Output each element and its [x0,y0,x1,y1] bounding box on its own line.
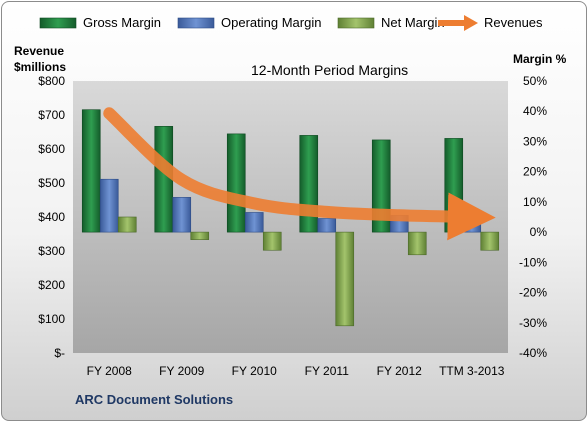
gross-margin-bar [299,135,319,233]
left-tick-label: $200 [38,278,65,292]
revenue-series [103,107,496,241]
legend-arrow-head [464,15,478,31]
right-tick-label: -40% [519,346,547,360]
operating-margin-bar [99,178,119,233]
x-tick-label: FY 2008 [87,364,132,378]
net-margin-bar [480,231,500,251]
right-tick-label: 30% [523,134,547,148]
gross-margin-bar [81,109,101,233]
right-tick-label: 50% [523,74,547,88]
revenue-line [103,107,496,241]
legend-swatch [39,17,77,29]
right-tick-label: 40% [523,104,547,118]
legend-net-margin: Net Margin [337,15,445,30]
left-tick-label: $400 [38,210,65,224]
operating-margin-bar [317,218,337,233]
left-tick-label: $600 [38,142,65,156]
left-axis-ticks: $- $100 $200 $300 $400 $500 $600 $700 $800 [38,74,65,360]
net-margin-bar [407,231,427,256]
x-tick-label: FY 2010 [232,364,277,378]
left-axis-title-line1: Revenue [14,44,64,58]
legend-gross-margin: Gross Margin [39,15,161,30]
net-margin-bar [190,231,210,240]
chart-title: 12-Month Period Margins [251,62,408,78]
operating-margin-bar [172,197,192,233]
legend-label: Gross Margin [83,15,161,30]
left-tick-label: $100 [38,312,65,326]
net-margin-bar [117,216,137,233]
bars [81,109,500,327]
legend-label: Operating Margin [221,15,321,30]
right-tick-label: -20% [519,286,547,300]
legend-swatch [337,17,375,29]
operating-margin-bar [244,212,264,233]
net-margin-bar [335,231,355,327]
gross-margin-bar [226,133,246,233]
left-tick-label: $700 [38,108,65,122]
legend-label: Net Margin [381,15,445,30]
net-margin-bar [262,231,282,251]
left-axis-title-line2: $millions [14,60,66,74]
company-name: ARC Document Solutions [75,392,233,407]
right-tick-label: -30% [519,316,547,330]
x-axis-ticks: FY 2008 FY 2009 FY 2010 FY 2011 FY 2012 TTM 3… [87,364,505,378]
right-axis-ticks: -40% -30% -20% -10% 0% 10% 20% 30% 40% 50% [519,74,547,360]
left-tick-label: $300 [38,244,65,258]
legend-swatch [177,17,215,29]
x-tick-label: FY 2012 [377,364,422,378]
right-tick-label: 20% [523,165,547,179]
right-tick-label: -10% [519,255,547,269]
legend-label: Revenues [484,15,543,30]
x-tick-label: FY 2009 [159,364,204,378]
left-tick-label: $500 [38,176,65,190]
legend-revenues: Revenues [438,15,543,31]
right-tick-label: 0% [530,225,548,239]
legend-operating-margin: Operating Margin [177,15,321,30]
x-tick-label: TTM 3-2013 [439,364,505,378]
x-tick-label: FY 2011 [305,364,350,378]
left-tick-label: $800 [38,74,65,88]
gross-margin-bar [154,126,174,233]
left-tick-label: $- [54,346,65,360]
right-tick-label: 10% [523,195,547,209]
legend: Gross Margin Operating Margin Net Margin Re… [39,15,543,31]
right-axis-title: Margin % [513,52,567,66]
